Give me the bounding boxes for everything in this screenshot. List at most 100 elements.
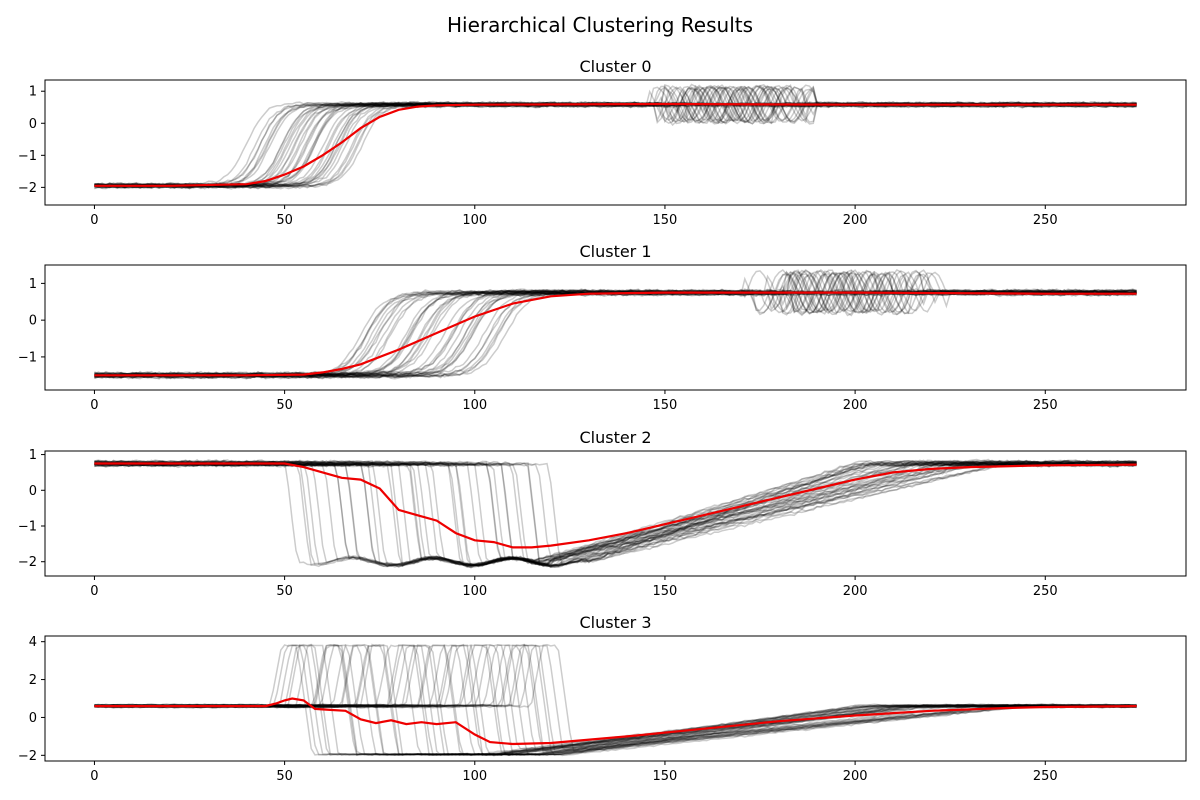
member-series-line [94, 291, 1137, 380]
member-series-line [94, 644, 1137, 751]
axes-frame [44, 450, 1187, 577]
member-series-line [94, 270, 1138, 377]
member-series-line [94, 87, 1137, 190]
x-tick-label: 50 [276, 584, 293, 599]
member-series-line [94, 461, 1137, 564]
x-tick-label: 200 [843, 584, 868, 599]
member-series-line [94, 644, 1137, 757]
x-tick-label: 0 [90, 213, 98, 228]
member-series-line [94, 462, 1137, 569]
subplot-cluster-2: Cluster 2 0 50 100 150 200 250 −2 −1 0 1 [18, 428, 1187, 599]
member-series-line [94, 459, 1137, 567]
x-tick-label: 150 [653, 769, 678, 784]
x-tick-label: 200 [843, 213, 868, 228]
centroid-series-line [94, 291, 1137, 377]
member-series-line [94, 644, 1137, 751]
member-series-line [94, 85, 1137, 190]
member-series-line [94, 270, 1137, 379]
member-series-line [94, 102, 1137, 188]
y-tick-label: 2 [29, 673, 37, 688]
member-series-line [94, 269, 1137, 377]
member-series-line [94, 459, 1137, 567]
member-series-line [94, 271, 1137, 379]
member-series-line [94, 462, 1137, 568]
y-tick-label: 4 [29, 635, 37, 650]
member-series-line [94, 459, 1137, 567]
series-group [94, 83, 1137, 190]
y-tick-label: 0 [29, 117, 37, 132]
x-tick-label: 250 [1033, 584, 1058, 599]
subplot-title: Cluster 2 [579, 428, 651, 447]
member-series-line [94, 289, 1137, 377]
member-series-line [94, 458, 1137, 566]
subplot-title: Cluster 0 [579, 57, 651, 76]
member-series-line [94, 103, 1137, 190]
y-tick-label: 1 [29, 448, 37, 463]
member-series-line [94, 460, 1137, 567]
centroid-series-line [94, 102, 1137, 187]
member-series-line [94, 462, 1137, 566]
subplot-cluster-3: Cluster 3 0 50 100 150 200 250 −2 0 2 4 [18, 613, 1187, 784]
member-series-line [94, 102, 1137, 189]
x-tick-label: 150 [653, 584, 678, 599]
member-series-line [94, 270, 1137, 378]
x-tick-label: 100 [462, 213, 487, 228]
member-series-line [94, 268, 1137, 377]
subplot-cluster-0: Cluster 0 0 50 100 150 200 250 −2 −1 0 1 [18, 57, 1187, 228]
member-series-line [94, 291, 1137, 380]
member-series-line [94, 269, 1137, 378]
centroid-series-line [94, 462, 1137, 549]
member-series-line [94, 643, 1137, 757]
subplot-title: Cluster 3 [579, 613, 651, 632]
member-series-line [94, 462, 1137, 567]
member-series-line [94, 462, 1137, 568]
member-series-line [94, 644, 1137, 753]
axes-frame [44, 635, 1187, 762]
member-series-line [94, 268, 1137, 377]
x-tick-label: 0 [90, 769, 98, 784]
centroid-series-line [94, 697, 1137, 746]
member-series-line [94, 291, 1137, 380]
member-series-line [94, 272, 1137, 379]
member-series-line [94, 644, 1137, 756]
y-tick-label: −2 [18, 181, 37, 196]
member-series-line [93, 461, 1137, 567]
axes-frame [44, 264, 1187, 391]
member-series-line [94, 102, 1137, 189]
member-series-line [94, 643, 1137, 752]
member-series-line [94, 644, 1137, 756]
member-series-line [94, 644, 1137, 752]
x-tick-label: 50 [276, 213, 293, 228]
member-series-line [94, 289, 1137, 378]
series-group [94, 643, 1137, 757]
member-series-line [94, 269, 1137, 377]
x-tick-label: 150 [653, 398, 678, 413]
member-series-line [94, 643, 1137, 753]
x-tick-label: 0 [90, 398, 98, 413]
subplot-cluster-1: Cluster 1 0 50 100 150 200 250 −1 0 1 [18, 242, 1187, 413]
member-series-line [94, 459, 1137, 566]
series-group [93, 458, 1138, 569]
member-series-line [94, 271, 1137, 378]
member-series-line [94, 289, 1137, 378]
member-series-line [94, 271, 1137, 379]
y-tick-label: 0 [29, 484, 37, 499]
y-tick-label: −2 [18, 749, 37, 764]
member-series-line [94, 289, 1137, 378]
x-tick-label: 50 [276, 398, 293, 413]
member-series-line [94, 289, 1137, 378]
y-tick-label: 0 [29, 711, 37, 726]
x-tick-label: 100 [462, 769, 487, 784]
member-series-line [94, 462, 1137, 568]
y-tick-label: 0 [29, 314, 37, 329]
member-series-line [94, 290, 1137, 378]
member-series-line [94, 288, 1137, 378]
member-series-line [94, 291, 1137, 379]
member-series-line [94, 644, 1137, 756]
member-series-line [94, 460, 1138, 568]
member-series-line [94, 103, 1137, 189]
y-tick-label: 1 [29, 277, 37, 292]
y-tick-label: −2 [18, 555, 37, 570]
